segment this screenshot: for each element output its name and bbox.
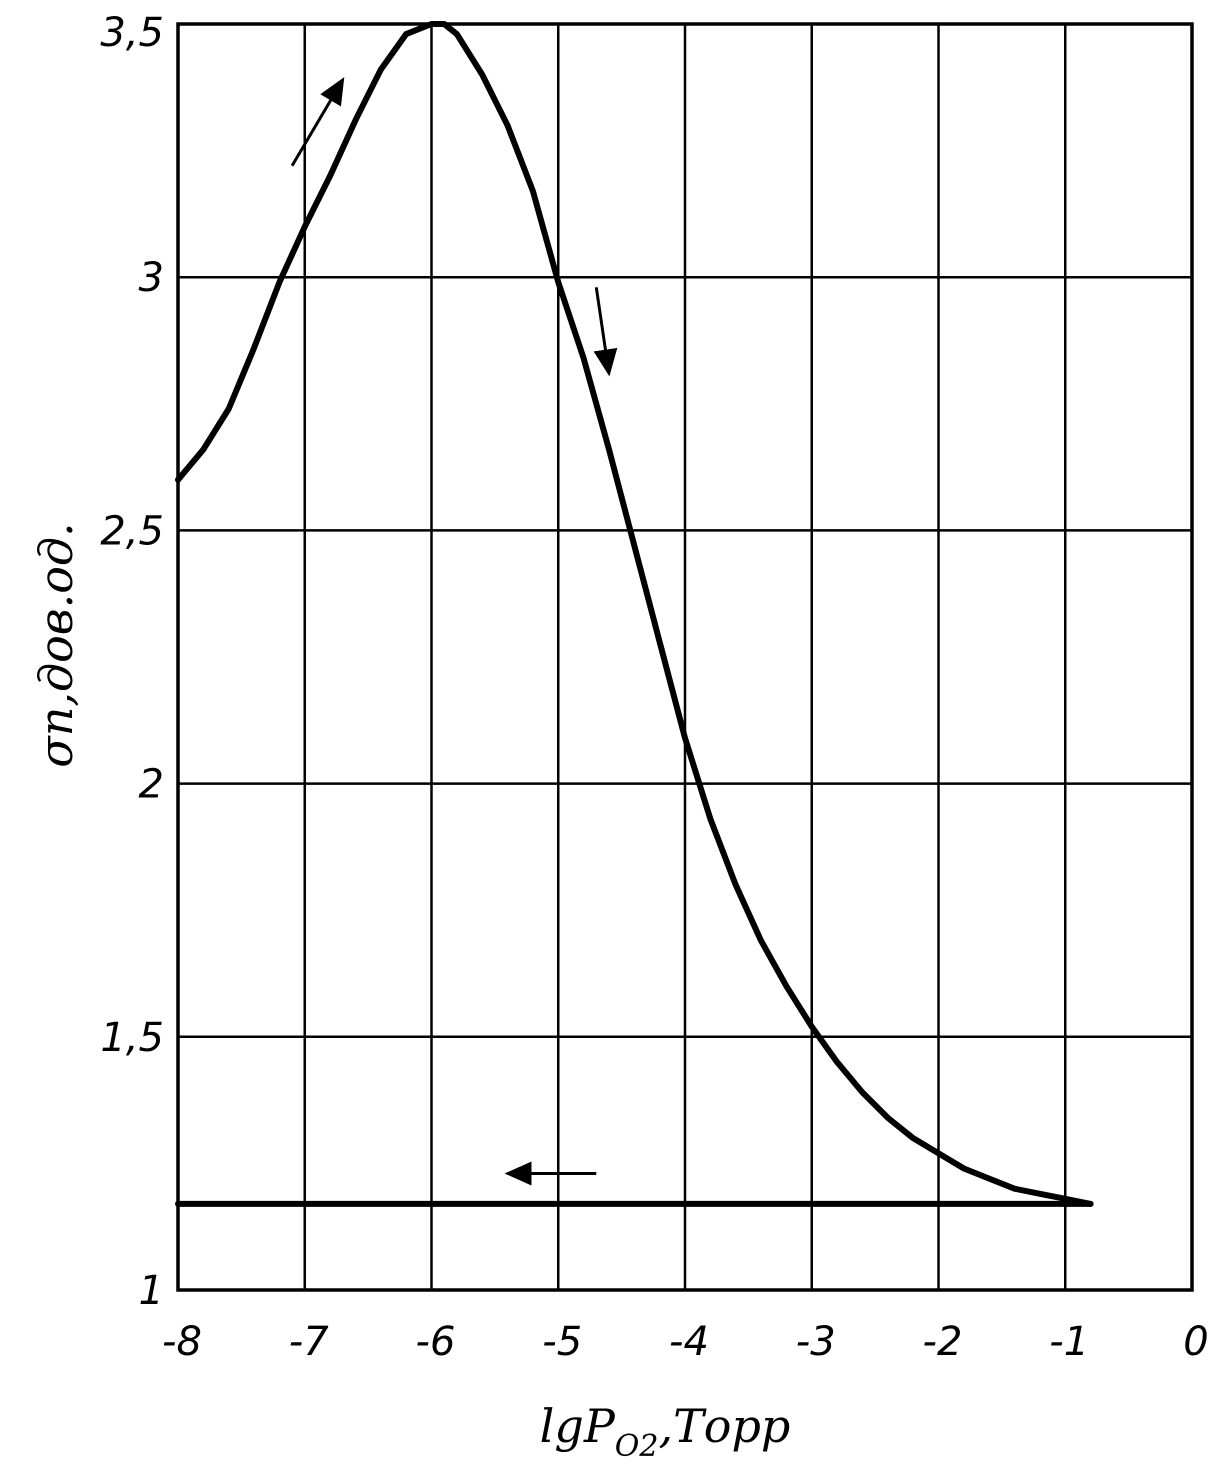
x-axis-title: lgPO2,Торр	[540, 1399, 791, 1464]
y-tick-label: 2	[139, 762, 164, 808]
y-tick-label: 1	[139, 1268, 164, 1314]
arrow-down-icon	[593, 287, 618, 377]
y-tick-label: 1,5	[100, 1015, 164, 1061]
grid-lines	[178, 24, 1192, 1290]
x-axis-title-main: lgP	[540, 1399, 616, 1453]
direction-arrows	[290, 77, 618, 1186]
x-tick-label: -8	[162, 1319, 202, 1365]
x-tick-label: -1	[1049, 1319, 1089, 1365]
y-axis-title: σп,дов.од.	[29, 522, 83, 767]
x-tick-label: -3	[796, 1319, 836, 1365]
x-tick-label: 0	[1183, 1319, 1208, 1365]
x-axis-title-subscript: O2	[615, 1429, 659, 1464]
x-tick-label: -6	[416, 1319, 456, 1365]
y-axis-tick-labels: 1 1,5 2 2,5 3 3,5	[100, 10, 164, 1314]
x-axis-tick-labels: -8 -7 -6 -5 -4 -3 -2 -1 0	[162, 1319, 1209, 1365]
x-tick-label: -5	[542, 1319, 582, 1365]
arrow-up-icon	[290, 77, 345, 167]
plot-area-frame	[176, 22, 1194, 1292]
sigma-curve-line	[175, 21, 1094, 1207]
data-series	[175, 21, 1094, 1207]
x-tick-label: -2	[923, 1319, 963, 1365]
x-tick-label: -4	[669, 1319, 709, 1365]
y-tick-label: 3	[139, 255, 164, 301]
x-axis-title-suffix: ,Торр	[658, 1399, 790, 1453]
y-tick-label: 2,5	[100, 508, 164, 554]
y-tick-label: 3,5	[100, 10, 164, 56]
x-tick-label: -7	[289, 1319, 329, 1365]
